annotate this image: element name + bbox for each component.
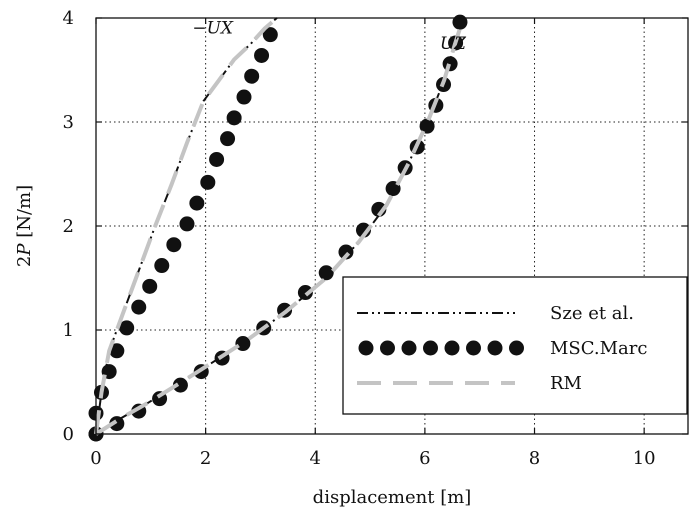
y-axis-label-unit: [N/m]: [14, 185, 35, 244]
y-tick-label: 2: [63, 216, 74, 237]
marker-point: [452, 14, 468, 30]
y-tick-label: 4: [63, 8, 74, 29]
marker-point: [297, 285, 313, 301]
marker-point: [119, 320, 135, 336]
marker-point: [254, 47, 270, 63]
x-tick-label: 2: [200, 448, 211, 469]
marker-point: [235, 336, 251, 352]
y-axis-label-prefix: 2: [14, 256, 35, 267]
marker-point: [109, 343, 125, 359]
marker-point: [154, 258, 170, 274]
rm-curve-0: [94, 16, 279, 435]
legend-label: RM: [550, 373, 582, 394]
legend-marker: [466, 340, 481, 356]
marker-point: [262, 27, 278, 43]
y-tick-label: 0: [63, 424, 74, 445]
axis-ticks: 0 2 4 6 8 10 0 1 2 3 4: [63, 8, 688, 469]
legend-label: Sze et al.: [550, 303, 634, 324]
marker-point: [442, 56, 458, 72]
marker-point: [236, 89, 252, 105]
legend-marker: [401, 340, 417, 356]
x-tick-label: 6: [419, 448, 430, 469]
y-tick-label: 1: [63, 320, 74, 341]
marker-point: [109, 416, 125, 432]
legend-marker: [444, 340, 460, 356]
legend-marker: [509, 340, 524, 356]
legend-marker: [358, 340, 374, 356]
marker-point: [419, 118, 435, 134]
marker-point: [226, 110, 242, 126]
series-layer: [88, 14, 468, 442]
marker-point: [172, 377, 188, 393]
legend-marker: [380, 340, 395, 356]
legend: Sze et al. MSC.Marc RM: [342, 276, 688, 415]
legend-marker: [487, 340, 503, 356]
legend-marker: [423, 340, 438, 356]
marker-point: [338, 244, 354, 260]
marker-point: [179, 216, 195, 232]
marker-point: [131, 299, 147, 315]
marker-point: [220, 131, 236, 147]
legend-label: MSC.Marc: [550, 338, 647, 359]
marker-point: [189, 195, 205, 211]
x-tick-label: 0: [90, 448, 101, 469]
x-tick-label: 8: [529, 448, 540, 469]
y-axis-label: 2P [N/m]: [14, 185, 35, 267]
marker-point: [209, 151, 225, 167]
y-tick-label: 3: [63, 112, 74, 133]
marker-point: [318, 265, 334, 281]
curve-annotations: −UX UZ: [192, 19, 467, 55]
marker-point: [142, 278, 158, 294]
x-tick-label: 10: [633, 448, 656, 469]
y-axis-label-variable: P: [14, 243, 35, 257]
marker-point: [244, 68, 260, 84]
curve-annotation: −UX: [192, 19, 234, 39]
x-tick-label: 4: [310, 448, 321, 469]
marker-point: [166, 237, 182, 253]
marker-point: [200, 174, 216, 190]
curve-annotation: UZ: [440, 34, 467, 54]
x-axis-label: displacement [m]: [313, 487, 472, 508]
rm-curve-1: [94, 17, 466, 436]
